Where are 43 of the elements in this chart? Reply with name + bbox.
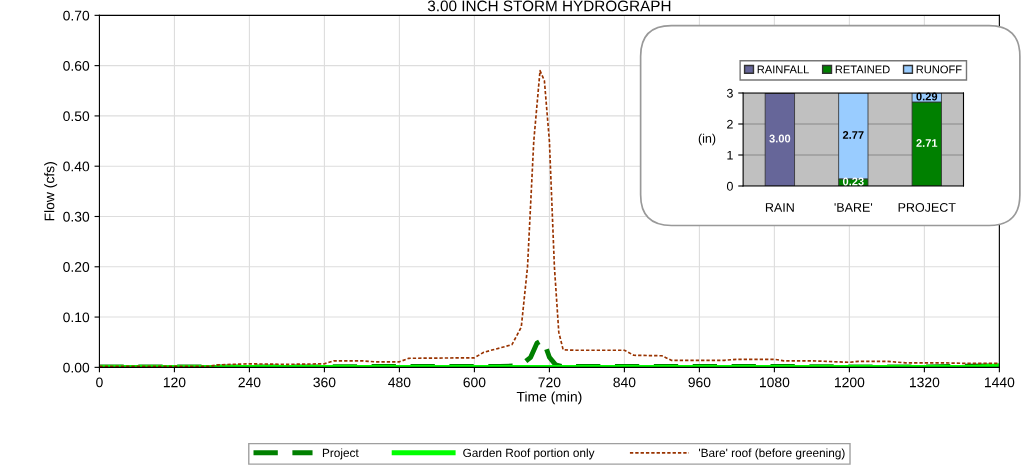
legend-label: Garden Roof portion only <box>463 448 595 460</box>
x-tick-label: 120 <box>163 377 186 388</box>
x-tick-label: 720 <box>538 377 561 388</box>
x-tick-label: 1320 <box>909 377 940 388</box>
x-axis-title: Time (min) <box>516 391 582 405</box>
y-tick-label: 0.70 <box>63 10 90 21</box>
x-tick-label: 'BARE' <box>834 203 873 212</box>
legend-label: RAINFALL <box>757 65 809 74</box>
y-tick-label: 0.00 <box>63 362 90 373</box>
y-tick-label: 0.40 <box>63 161 90 172</box>
data-label: 3.00 <box>769 134 791 143</box>
legend-label: Project <box>322 448 359 460</box>
y-tick-label: 0.60 <box>63 60 90 71</box>
y-tick-label: 0 <box>726 181 733 191</box>
x-tick-label: 240 <box>238 377 261 388</box>
x-tick-label: RAIN <box>765 203 794 212</box>
y-tick-label: 0.50 <box>63 111 90 122</box>
legend-label: RUNOFF <box>916 65 962 74</box>
x-tick-label: 960 <box>688 377 711 388</box>
x-tick-label: 480 <box>388 377 411 388</box>
chart-title: 3.00 INCH STORM HYDROGRAPH <box>427 0 671 12</box>
y-tick-label: 3 <box>726 88 733 98</box>
x-tick-label: 1440 <box>984 377 1015 388</box>
data-label: 2.77 <box>842 131 864 139</box>
x-tick-label: 0 <box>96 377 103 388</box>
x-tick-label: 360 <box>313 377 336 388</box>
legend-label: RETAINED <box>835 65 890 74</box>
y-tick-label: 0.20 <box>63 262 90 272</box>
x-tick-label: 1080 <box>760 377 790 388</box>
data-label: 0.23 <box>842 177 864 186</box>
y-tick-label: 0.30 <box>63 211 90 222</box>
y-axis-title: (in) <box>698 133 716 146</box>
x-tick-label: 840 <box>613 377 636 388</box>
x-tick-label: PROJECT <box>898 203 956 212</box>
legend-label: 'Bare' roof (before greening) <box>698 448 845 460</box>
x-tick-label: 1200 <box>835 377 865 388</box>
y-tick-label: 0.10 <box>63 312 90 323</box>
x-tick-label: 600 <box>463 377 486 388</box>
data-label: 2.71 <box>916 139 938 147</box>
y-tick-label: 2 <box>727 119 733 129</box>
data-label: 0.29 <box>916 92 938 101</box>
y-tick-label: 1 <box>727 150 733 160</box>
y-axis-title: Flow (cfs) <box>44 162 58 221</box>
